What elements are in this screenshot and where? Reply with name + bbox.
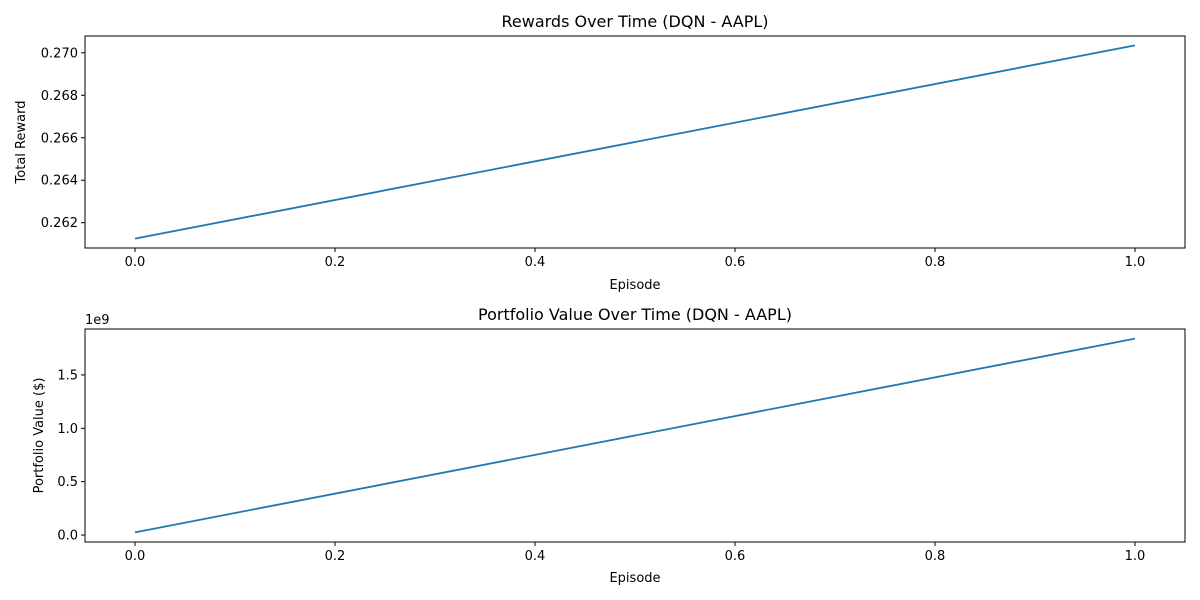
x-axis-label: Episode	[609, 278, 660, 293]
x-tick-label: 0.8	[925, 255, 946, 270]
axes-frame	[84, 35, 1186, 249]
chart-panel-2: 0.0 0.2 0.4 0.6 0.8 1.0 0.0 0.5 1.0 1.5 1e9 Portfol…	[32, 305, 1186, 586]
x-tick-label: 0.2	[325, 255, 346, 270]
y-tick-label: 0.262	[41, 216, 78, 231]
axes-frame	[84, 328, 1186, 543]
y-tick-label: 0.270	[41, 46, 78, 61]
y-tick-label: 0.5	[57, 475, 78, 490]
x-tick-label: 1.0	[1125, 549, 1146, 564]
x-tick-label: 0.0	[125, 255, 146, 270]
y-tick-label: 0.268	[41, 89, 78, 104]
chart-title: Rewards Over Time (DQN - AAPL)	[501, 12, 768, 31]
y-tick-label: 0.264	[41, 174, 78, 189]
series-line	[134, 44, 1136, 240]
x-tick-label: 0.0	[125, 549, 146, 564]
y-tick-label: 0.0	[57, 529, 78, 544]
x-tick-label: 0.6	[725, 255, 746, 270]
y-axis-label: Total Reward	[14, 101, 29, 185]
x-tick-label: 0.4	[525, 255, 546, 270]
chart-panel-1: 0.0 0.2 0.4 0.6 0.8 1.0 0.262 0.264 0.266 0.268 0.…	[14, 12, 1186, 293]
chart-title: Portfolio Value Over Time (DQN - AAPL)	[478, 305, 792, 324]
y-offset-text: 1e9	[85, 313, 110, 328]
y-tick-label: 1.0	[57, 422, 78, 437]
x-tick-label: 0.6	[725, 549, 746, 564]
x-tick-label: 0.2	[325, 549, 346, 564]
x-tick-label: 0.8	[925, 549, 946, 564]
y-tick-label: 1.5	[57, 368, 78, 383]
y-tick-label: 0.266	[41, 131, 78, 146]
x-axis-label: Episode	[609, 571, 660, 586]
x-tick-label: 1.0	[1125, 255, 1146, 270]
y-axis-label: Portfolio Value ($)	[32, 378, 47, 494]
x-tick-label: 0.4	[525, 549, 546, 564]
series-line	[134, 337, 1136, 534]
